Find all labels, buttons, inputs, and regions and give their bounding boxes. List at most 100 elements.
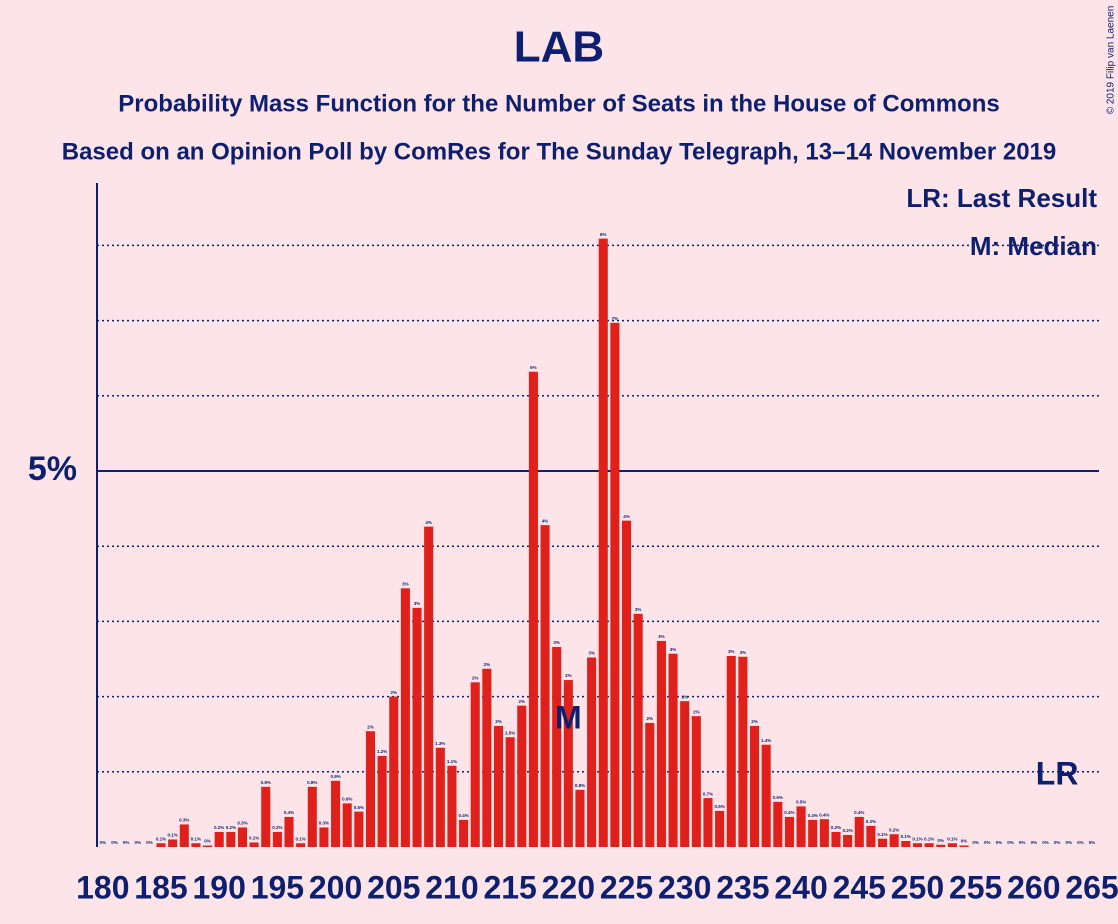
bar bbox=[715, 810, 725, 847]
value-label: 0% bbox=[100, 840, 107, 845]
value-label: 0.1% bbox=[877, 832, 887, 837]
bar bbox=[319, 827, 329, 847]
last-result-marker: LR bbox=[1036, 755, 1079, 791]
value-label: 2% bbox=[495, 719, 502, 724]
value-label: 0.1% bbox=[912, 836, 922, 841]
value-label: 0.4% bbox=[819, 812, 829, 817]
value-label: 0% bbox=[996, 840, 1003, 845]
bar bbox=[505, 737, 515, 847]
value-label: 0% bbox=[1077, 840, 1084, 845]
median-marker: M bbox=[555, 699, 582, 735]
bar bbox=[435, 747, 445, 847]
value-label: 0.5% bbox=[714, 804, 724, 809]
value-label: 2% bbox=[751, 719, 758, 724]
bar bbox=[959, 845, 969, 847]
value-label: 0.7% bbox=[703, 791, 713, 796]
bar bbox=[307, 786, 317, 847]
x-tick-label: 205 bbox=[367, 869, 420, 905]
bar bbox=[261, 786, 271, 847]
bar bbox=[587, 657, 597, 847]
value-label: 0% bbox=[123, 840, 130, 845]
value-label: 0.2% bbox=[226, 825, 236, 830]
bar bbox=[878, 838, 888, 847]
y-tick-label: 5% bbox=[28, 450, 77, 488]
value-label: 0% bbox=[146, 840, 153, 845]
value-label: 0% bbox=[972, 840, 979, 845]
value-label: 0.2% bbox=[889, 827, 899, 832]
bar bbox=[156, 843, 166, 847]
x-tick-label: 215 bbox=[483, 869, 536, 905]
value-label: 0.4% bbox=[458, 813, 468, 818]
bar bbox=[284, 816, 294, 847]
x-tick-label: 230 bbox=[658, 869, 711, 905]
bar bbox=[354, 811, 364, 847]
legend-entry: LR: Last Result bbox=[906, 183, 1097, 213]
x-tick-label: 210 bbox=[425, 869, 478, 905]
bar bbox=[866, 825, 876, 847]
bar bbox=[296, 843, 306, 847]
bar bbox=[168, 839, 178, 847]
bar bbox=[645, 722, 655, 847]
value-label: 7% bbox=[612, 316, 619, 321]
bar bbox=[819, 819, 829, 847]
x-tick-label: 255 bbox=[949, 869, 1002, 905]
chart-title: LAB bbox=[514, 23, 604, 72]
bar bbox=[447, 765, 457, 847]
value-label: 0.5% bbox=[354, 805, 364, 810]
value-label: 2% bbox=[693, 709, 700, 714]
x-tick-label: 200 bbox=[309, 869, 362, 905]
value-label: 0.1% bbox=[947, 836, 957, 841]
bar bbox=[540, 525, 550, 847]
bar bbox=[784, 816, 794, 847]
bar bbox=[749, 725, 760, 847]
subtitle: Based on an Opinion Poll by ComRes for T… bbox=[62, 138, 1057, 165]
value-label: 0% bbox=[984, 840, 991, 845]
bar bbox=[517, 705, 527, 847]
value-label: 0.2% bbox=[272, 825, 282, 830]
bar bbox=[610, 322, 620, 847]
value-label: 2% bbox=[391, 690, 398, 695]
value-label: 0.2% bbox=[842, 828, 852, 833]
value-label: 0.1% bbox=[901, 834, 911, 839]
bar bbox=[796, 806, 806, 847]
value-label: 0% bbox=[1031, 840, 1038, 845]
value-label: 0.6% bbox=[773, 795, 783, 800]
value-label: 3% bbox=[740, 650, 747, 655]
bar bbox=[470, 682, 480, 847]
x-tick-label: 235 bbox=[716, 869, 769, 905]
value-label: 0.4% bbox=[284, 810, 294, 815]
value-label: 2% bbox=[367, 724, 374, 729]
value-label: 0% bbox=[204, 839, 211, 844]
value-label: 4% bbox=[623, 514, 630, 519]
value-label: 8% bbox=[600, 232, 607, 237]
bar bbox=[249, 842, 259, 847]
bar bbox=[179, 824, 189, 847]
value-label: 0.9% bbox=[330, 774, 340, 779]
value-label: 0.2% bbox=[831, 825, 841, 830]
value-label: 4% bbox=[542, 518, 549, 523]
bar bbox=[482, 668, 492, 847]
value-label: 6% bbox=[530, 365, 537, 370]
bar bbox=[412, 607, 422, 847]
bar bbox=[773, 801, 783, 847]
bar bbox=[924, 843, 934, 847]
value-label: 1.5% bbox=[505, 730, 515, 735]
bar bbox=[621, 520, 632, 847]
value-label: 2% bbox=[565, 673, 572, 678]
bar bbox=[272, 831, 282, 847]
bar bbox=[203, 845, 213, 847]
bar bbox=[726, 655, 736, 847]
subtitle: Probability Mass Function for the Number… bbox=[118, 90, 999, 117]
bar bbox=[691, 716, 701, 847]
x-tick-label: 190 bbox=[192, 869, 245, 905]
bar bbox=[808, 819, 818, 847]
value-label: 2% bbox=[484, 662, 491, 667]
value-label: 0.4% bbox=[854, 810, 864, 815]
bar bbox=[214, 831, 224, 847]
bar bbox=[552, 646, 562, 847]
x-tick-label: 195 bbox=[251, 869, 304, 905]
bar bbox=[680, 701, 690, 847]
bar bbox=[912, 843, 922, 847]
value-label: 0% bbox=[111, 840, 118, 845]
x-tick-label: 260 bbox=[1007, 869, 1060, 905]
